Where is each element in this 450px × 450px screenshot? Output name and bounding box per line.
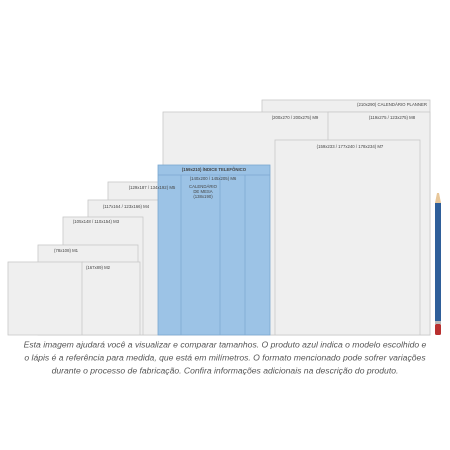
panel — [274, 139, 421, 336]
label: (138x190) — [193, 194, 213, 199]
caption: Esta imagem ajudará você a visualizar e … — [24, 339, 427, 349]
label: (105x148 / 110x154) M3 — [73, 219, 120, 224]
label: (119x275 / 123x275) M8 — [369, 115, 416, 120]
label: (200x270 / 200x275) M9 — [272, 115, 319, 120]
panel — [7, 261, 84, 336]
label: (117x164 / 123x166) M4 — [103, 204, 150, 209]
label: (159x210) ÍNDICE TELEFÔNICO — [182, 167, 247, 172]
pencil — [435, 193, 441, 335]
label: (129x187 / 134x192) M5 — [129, 185, 176, 190]
label: (210x290) CALENDÁRIO PLANNER — [357, 102, 427, 107]
caption: durante o processo de fabricação. Confir… — [52, 365, 399, 375]
label: DE MESA — [193, 189, 212, 194]
label: (167x89) M2 — [86, 265, 111, 270]
label: (78x108) M1 — [54, 248, 79, 253]
panel — [81, 261, 141, 336]
caption: o lápis é a referência para medida, que … — [24, 352, 426, 362]
selected-panel — [157, 164, 271, 336]
label: CALENDÁRIO — [189, 184, 218, 189]
label: (159x233 / 177x240 / 178x234) M7 — [317, 144, 384, 149]
label: (140x200 / 145x205) M6 — [190, 176, 237, 181]
